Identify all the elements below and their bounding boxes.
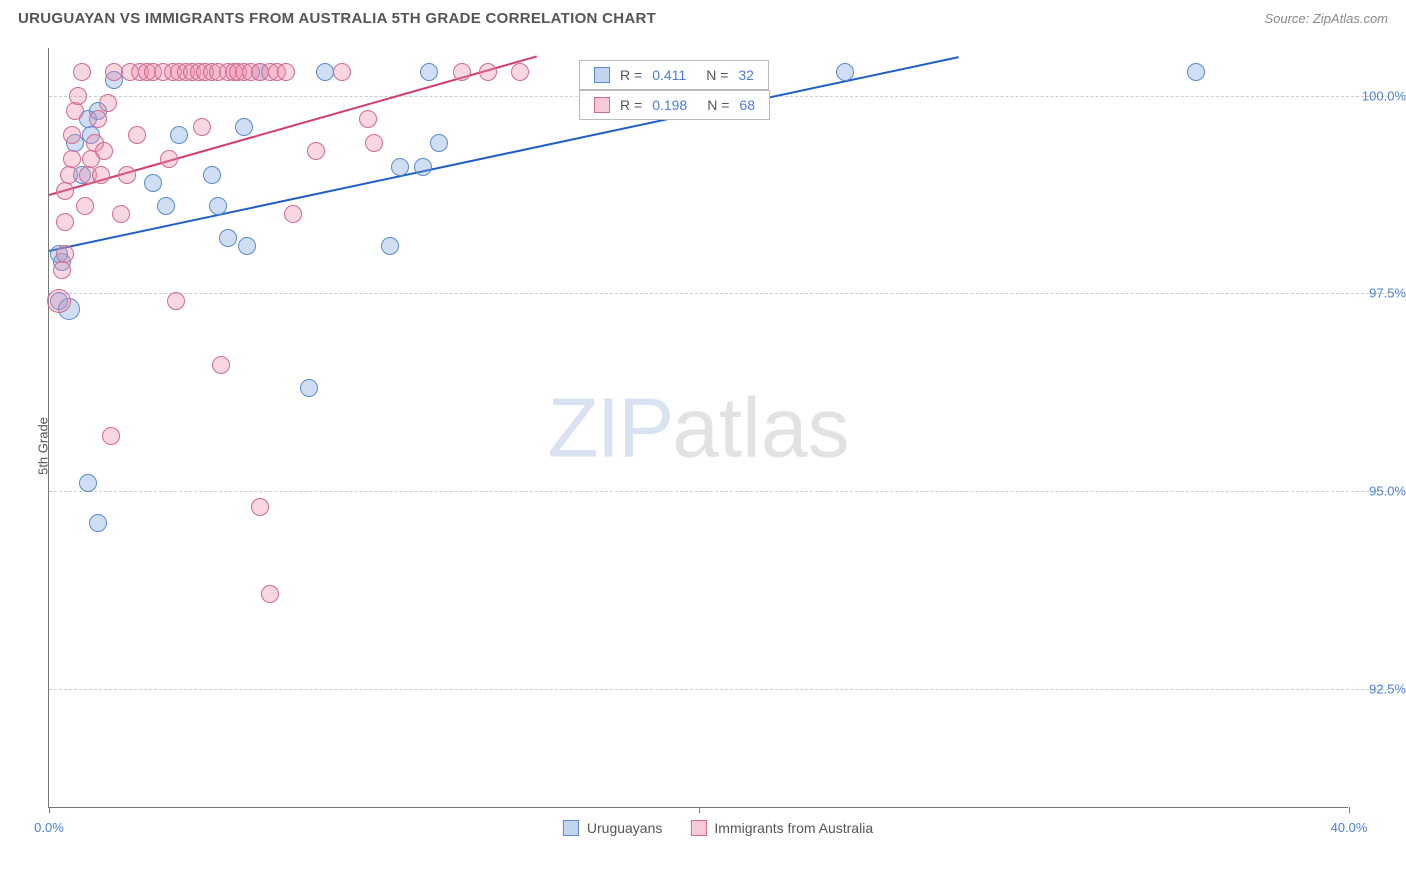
stat-n-label: N = <box>707 97 729 113</box>
stat-n-label: N = <box>706 67 728 83</box>
stat-box-uruguayans: R = 0.411 N = 32 <box>579 60 769 90</box>
data-point-immigrants <box>56 213 74 231</box>
chart-legend: Uruguayans Immigrants from Australia <box>563 820 873 836</box>
data-point-immigrants <box>307 142 325 160</box>
data-point-immigrants <box>53 261 71 279</box>
data-point-uruguayans <box>89 514 107 532</box>
legend-item-immigrants: Immigrants from Australia <box>690 820 873 836</box>
data-point-uruguayans <box>209 197 227 215</box>
gridline <box>49 293 1389 294</box>
data-point-uruguayans <box>144 174 162 192</box>
legend-label-uruguayans: Uruguayans <box>587 820 663 836</box>
data-point-immigrants <box>63 150 81 168</box>
y-tick-label: 92.5% <box>1352 682 1406 697</box>
stat-r-label: R = <box>620 67 642 83</box>
data-point-uruguayans <box>157 197 175 215</box>
data-point-immigrants <box>128 126 146 144</box>
data-point-uruguayans <box>381 237 399 255</box>
data-point-immigrants <box>92 166 110 184</box>
data-point-immigrants <box>453 63 471 81</box>
chart-container: URUGUAYAN VS IMMIGRANTS FROM AUSTRALIA 5… <box>0 0 1406 892</box>
data-point-immigrants <box>95 142 113 160</box>
chart-title: URUGUAYAN VS IMMIGRANTS FROM AUSTRALIA 5… <box>18 10 656 27</box>
data-point-immigrants <box>193 118 211 136</box>
data-point-immigrants <box>167 292 185 310</box>
data-point-immigrants <box>284 205 302 223</box>
data-point-immigrants <box>63 126 81 144</box>
chart-source: Source: ZipAtlas.com <box>1264 11 1388 26</box>
data-point-immigrants <box>359 110 377 128</box>
data-point-immigrants <box>69 87 87 105</box>
data-point-immigrants <box>112 205 130 223</box>
x-tick-label: 0.0% <box>34 820 64 835</box>
watermark-atlas: atlas <box>672 380 849 474</box>
stat-r-value: 0.411 <box>652 67 686 83</box>
stat-box-immigrants: R = 0.198 N = 68 <box>579 90 770 120</box>
data-point-immigrants <box>261 585 279 603</box>
data-point-uruguayans <box>203 166 221 184</box>
legend-swatch-immigrants <box>690 820 706 836</box>
plot-wrap: ZIPatlas 92.5%95.0%97.5%100.0%0.0%40.0%R… <box>48 48 1388 808</box>
data-point-uruguayans <box>170 126 188 144</box>
x-tick <box>49 807 50 813</box>
x-tick <box>1349 807 1350 813</box>
gridline <box>49 491 1389 492</box>
data-point-immigrants <box>47 289 71 313</box>
swatch-immigrants <box>594 97 610 113</box>
stat-n-value: 68 <box>739 97 755 113</box>
stat-r-label: R = <box>620 97 642 113</box>
watermark-zip: ZIP <box>547 380 672 474</box>
chart-header: URUGUAYAN VS IMMIGRANTS FROM AUSTRALIA 5… <box>0 0 1406 35</box>
data-point-uruguayans <box>836 63 854 81</box>
data-point-uruguayans <box>79 474 97 492</box>
data-point-immigrants <box>66 102 84 120</box>
gridline <box>49 689 1389 690</box>
data-point-immigrants <box>511 63 529 81</box>
data-point-uruguayans <box>391 158 409 176</box>
data-point-uruguayans <box>235 118 253 136</box>
x-tick-label: 40.0% <box>1331 820 1368 835</box>
data-point-immigrants <box>365 134 383 152</box>
data-point-immigrants <box>89 110 107 128</box>
stat-r-value: 0.198 <box>652 97 687 113</box>
trend-line-uruguayans <box>49 56 959 252</box>
data-point-immigrants <box>76 197 94 215</box>
data-point-immigrants <box>73 63 91 81</box>
plot-area: ZIPatlas 92.5%95.0%97.5%100.0%0.0%40.0%R… <box>48 48 1348 808</box>
data-point-immigrants <box>212 356 230 374</box>
legend-label-immigrants: Immigrants from Australia <box>714 820 873 836</box>
swatch-uruguayans <box>594 67 610 83</box>
stat-n-value: 32 <box>738 67 754 83</box>
legend-swatch-uruguayans <box>563 820 579 836</box>
data-point-immigrants <box>102 427 120 445</box>
data-point-uruguayans <box>238 237 256 255</box>
data-point-immigrants <box>333 63 351 81</box>
y-tick-label: 97.5% <box>1352 286 1406 301</box>
data-point-uruguayans <box>1187 63 1205 81</box>
data-point-uruguayans <box>414 158 432 176</box>
x-tick <box>699 807 700 813</box>
watermark: ZIPatlas <box>547 379 849 476</box>
data-point-immigrants <box>56 245 74 263</box>
data-point-immigrants <box>99 94 117 112</box>
data-point-uruguayans <box>300 379 318 397</box>
data-point-uruguayans <box>219 229 237 247</box>
data-point-immigrants <box>277 63 295 81</box>
y-tick-label: 100.0% <box>1352 88 1406 103</box>
data-point-uruguayans <box>420 63 438 81</box>
data-point-immigrants <box>118 166 136 184</box>
data-point-immigrants <box>56 182 74 200</box>
data-point-immigrants <box>251 498 269 516</box>
legend-item-uruguayans: Uruguayans <box>563 820 663 836</box>
data-point-uruguayans <box>430 134 448 152</box>
y-tick-label: 95.0% <box>1352 484 1406 499</box>
data-point-immigrants <box>479 63 497 81</box>
data-point-immigrants <box>160 150 178 168</box>
data-point-immigrants <box>60 166 78 184</box>
